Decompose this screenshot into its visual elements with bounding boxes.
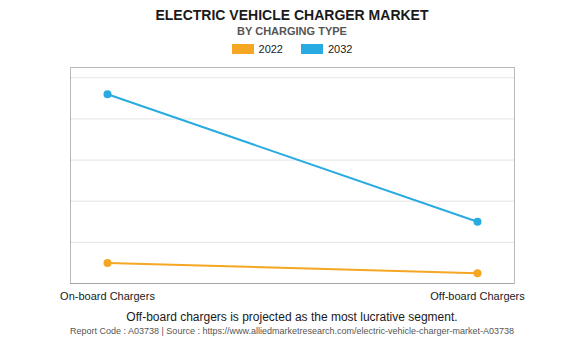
html-text:Report Code : A03738 | Source: Report Code : A03738 | Source : https://…: [70, 326, 514, 336]
html-text:BY CHARGING TYPE: BY CHARGING TYPE: [237, 25, 347, 37]
html-text:2032: 2032: [328, 43, 353, 55]
html-text:Off-board chargers is projecte: Off-board chargers is projected as the m…: [126, 310, 458, 324]
html-text:ELECTRIC VEHICLE CHARGER MARKE: ELECTRIC VEHICLE CHARGER MARKET: [155, 7, 429, 23]
html-text:2022: 2022: [258, 43, 283, 55]
svg-text:On-board Chargers: On-board Chargers: [60, 290, 155, 302]
svg-text:Off-board Chargers: Off-board Chargers: [430, 290, 525, 302]
